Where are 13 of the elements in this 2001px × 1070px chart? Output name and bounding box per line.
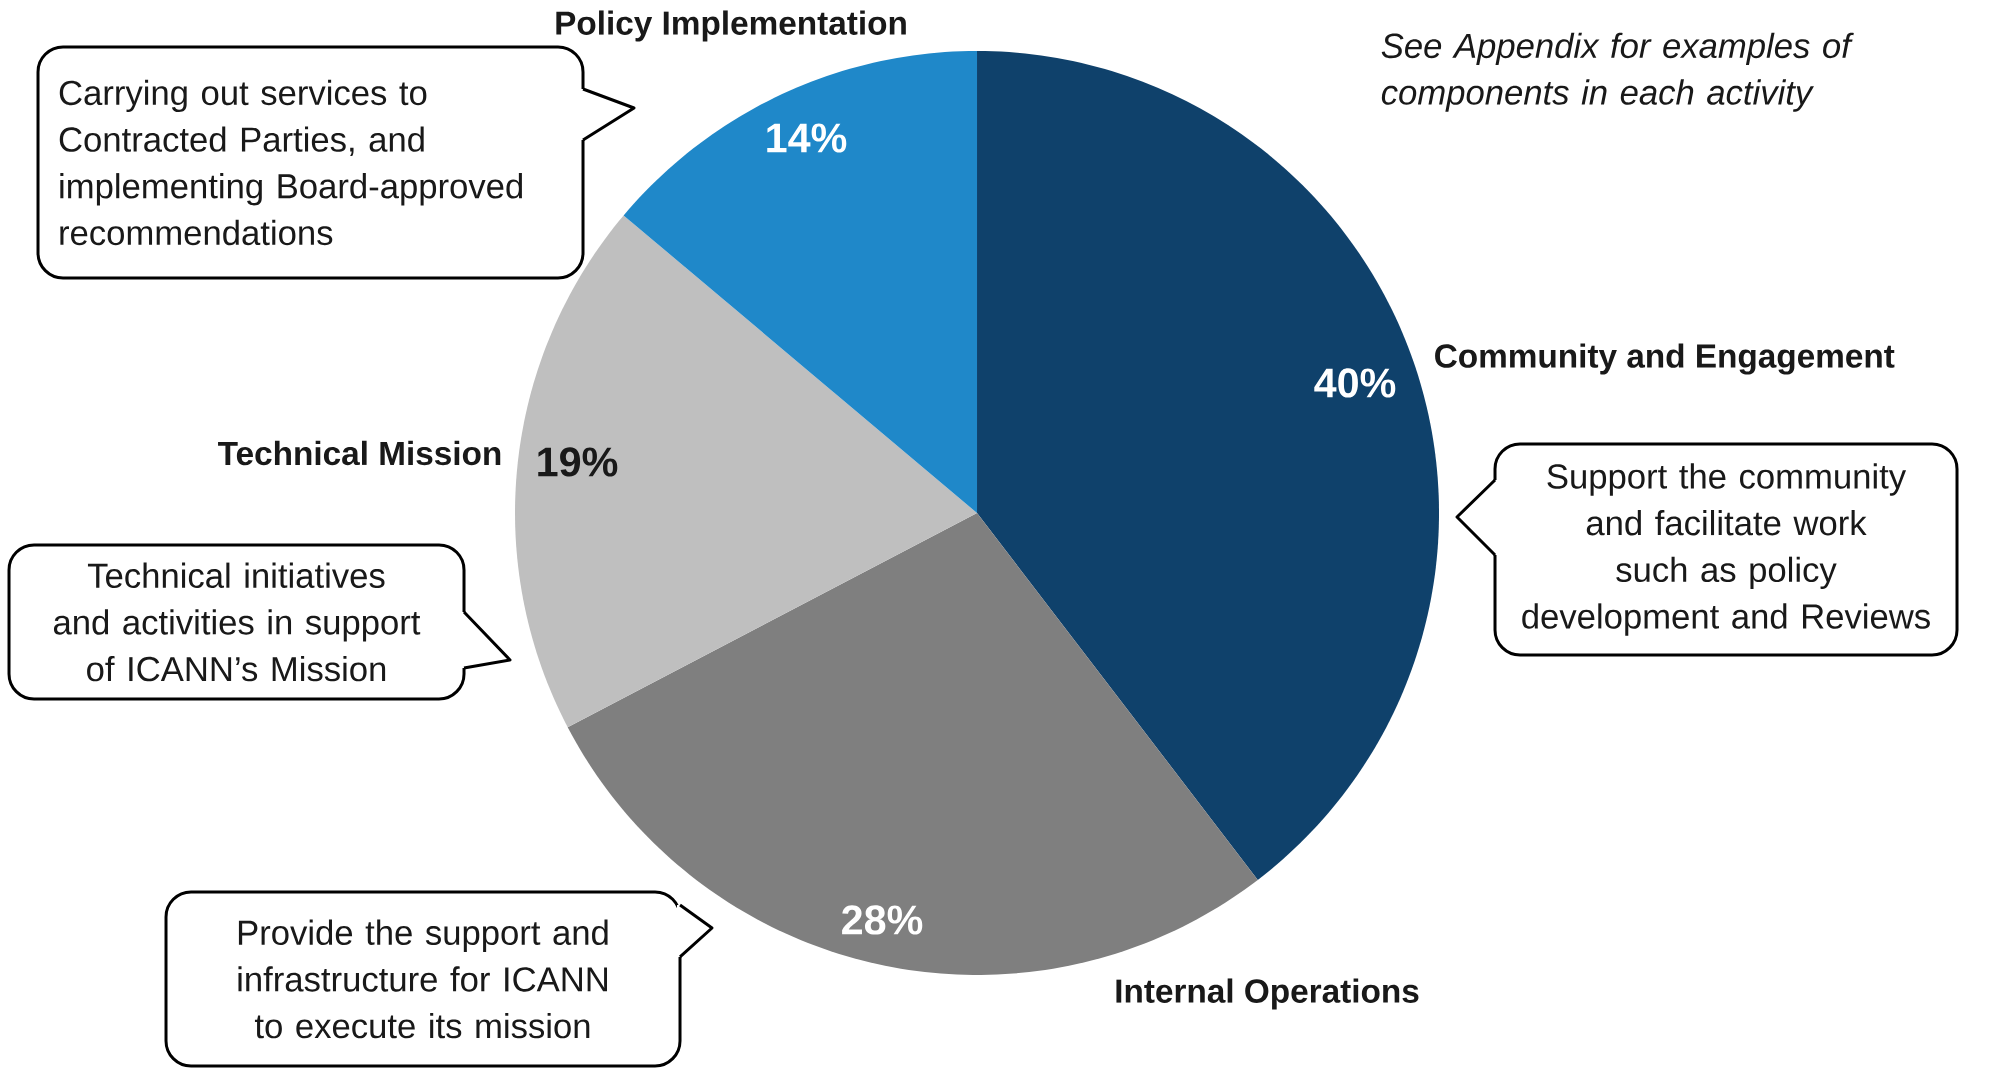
data-label: 28% xyxy=(842,905,923,935)
data-label: 19% xyxy=(538,447,618,477)
text: Carrying out services to Contracted Parties, and implementing Board-approved recommendations xyxy=(59,79,523,246)
slice-label: Internal Operations xyxy=(1116,978,1419,1010)
data-label: 14% xyxy=(767,123,847,153)
slice-label: Community and Engagement xyxy=(1435,343,1895,375)
text: Support the community and facilitate work such as policy development and Reviews xyxy=(1522,463,1930,636)
slice-label: Technical Mission xyxy=(218,440,501,466)
text: See Appendix for examples of components in each activity xyxy=(1381,32,1854,112)
text: Technical initiatives and activities in support of ICANN’s Mission xyxy=(53,562,421,682)
data-label: 40% xyxy=(1314,368,1396,398)
text: Provide the support and infrastructure for ICANN to execute its mission xyxy=(238,919,608,1039)
slice-label: Policy Implementation xyxy=(556,10,906,42)
